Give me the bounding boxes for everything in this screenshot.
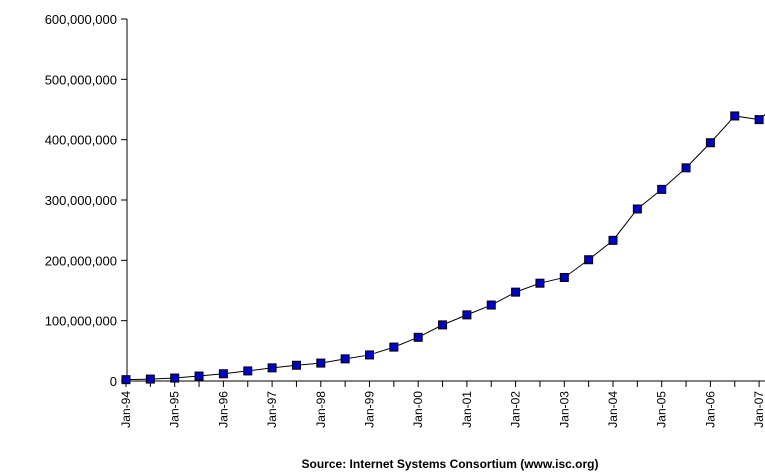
data-point-marker [584,255,594,265]
data-point-marker [194,371,204,381]
data-point-marker [730,111,740,121]
x-tick-label: Jan-02 [509,391,523,428]
data-point-marker [705,138,715,148]
data-point-marker [413,332,423,342]
x-tick-label: Jan-96 [216,391,230,428]
data-point-marker [243,366,253,376]
data-point-marker [218,369,228,379]
x-tick-label: Jan-03 [557,391,571,428]
y-tick-label: 200,000,000 [45,253,117,268]
data-point-marker [438,320,448,330]
series-group [121,111,765,385]
data-point-marker [559,272,569,282]
x-tick-label: Jan-94 [119,391,133,428]
data-point-marker [121,375,131,385]
data-point-marker [486,300,496,310]
data-point-marker [170,373,180,383]
data-point-marker [340,354,350,364]
x-tick-label: Jan-05 [655,391,669,428]
data-point-marker [632,204,642,214]
data-point-marker [657,184,667,194]
x-tick-label: Jan-00 [411,391,425,428]
x-axis: Jan-94 Jan-95 Jan-96 Jan-97 Jan-98 Jan-99 Jan-… [119,380,765,428]
data-point-marker [462,310,472,320]
data-point-marker [365,350,374,360]
x-tick-label: Jan-97 [265,391,279,428]
x-tick-label: Jan-06 [703,391,717,428]
data-point-marker [608,235,618,245]
x-tick-label: Jan-04 [606,391,620,428]
x-tick-label: Jan-98 [314,391,328,428]
y-tick-label: 600,000,000 [45,12,117,27]
data-point-marker [267,363,277,373]
data-point-marker [145,374,155,384]
x-tick-label: Jan-01 [460,391,474,428]
y-axis: 0 100,000,000 200,000,000 300,000,000 400,00… [45,12,128,389]
y-tick-label: 500,000,000 [45,72,117,87]
data-point-marker [389,342,399,352]
x-tick-label: Jan-07 [752,391,765,428]
y-tick-label: 0 [110,374,117,389]
y-tick-label: 100,000,000 [45,314,117,329]
y-tick-label: 400,000,000 [45,133,117,148]
source-note: Source: Internet Systems Consortium (www… [302,457,599,471]
data-point-marker [535,278,545,288]
y-tick-label: 300,000,000 [45,193,117,208]
data-point-marker [754,115,764,125]
data-point-marker [291,360,301,370]
x-tick-label: Jan-99 [363,391,377,428]
x-tick-label: Jan-95 [168,391,182,428]
data-point-marker [316,358,326,368]
series-line [125,114,765,381]
data-point-marker [681,163,691,173]
data-point-marker [511,287,521,297]
